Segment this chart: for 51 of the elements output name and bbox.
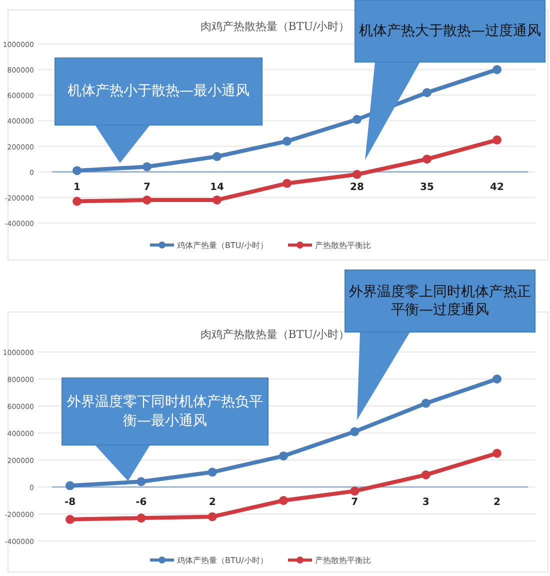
- point: [422, 88, 432, 98]
- x-tick-label: 7: [351, 497, 358, 508]
- x-tick-label: 3: [422, 497, 430, 508]
- point: [142, 162, 152, 172]
- x-tick-label: 7: [144, 182, 151, 193]
- point: [72, 166, 82, 176]
- callout: 机体产热小于散热—最小通风: [54, 58, 262, 163]
- legend-label: 鸡体产热量（BTU/小时）: [176, 241, 268, 250]
- legend-label: 产热散热平衡比: [315, 556, 371, 565]
- x-tick-label: 14: [210, 182, 224, 193]
- point: [142, 195, 152, 204]
- x-tick-label: 28: [350, 182, 364, 193]
- point: [282, 136, 292, 146]
- point: [212, 152, 222, 162]
- callout: 外界温度零上同时机体产热正平衡—过度通风: [344, 270, 536, 420]
- x-tick-label: 1: [74, 182, 81, 193]
- point: [492, 135, 502, 144]
- point: [72, 196, 82, 206]
- x-tick-label: -8: [64, 497, 76, 508]
- point: [352, 114, 362, 124]
- callout: 外界温度零下同时机体产热负平衡—最小通风: [62, 378, 268, 481]
- point: [279, 496, 288, 505]
- x-tick-label: 2: [494, 497, 501, 508]
- callout: 机体产热大于散热—过度通风: [354, 0, 546, 160]
- x-tick-label: 2: [208, 497, 216, 508]
- point: [66, 514, 74, 524]
- legend-label: 产热散热平衡比: [315, 241, 371, 250]
- point: [492, 65, 502, 74]
- point: [208, 512, 217, 522]
- point: [279, 451, 288, 460]
- point: [66, 481, 74, 490]
- point: [421, 398, 430, 408]
- point: [212, 195, 222, 204]
- point: [208, 468, 217, 477]
- annotation: 机体产热小于散热—最小通风: [66, 82, 250, 102]
- point: [350, 427, 360, 436]
- legend-label: 鸡体产热量（BTU/小时）: [176, 556, 268, 565]
- point: [422, 154, 432, 164]
- point: [492, 374, 502, 384]
- point: [282, 178, 292, 188]
- point: [350, 486, 360, 496]
- x-tick-label: 35: [420, 182, 434, 193]
- point: [492, 448, 502, 458]
- point: [136, 477, 146, 486]
- annotation: 外界温度零下同时机体产热负平衡—最小通风: [66, 393, 264, 430]
- point: [421, 470, 430, 480]
- x-tick-label: -6: [136, 497, 147, 508]
- point: [136, 514, 146, 523]
- chart-title: 肉鸡产热散热量（BTU/小时）: [200, 20, 350, 33]
- point: [352, 170, 362, 179]
- x-tick-label: 42: [490, 182, 504, 193]
